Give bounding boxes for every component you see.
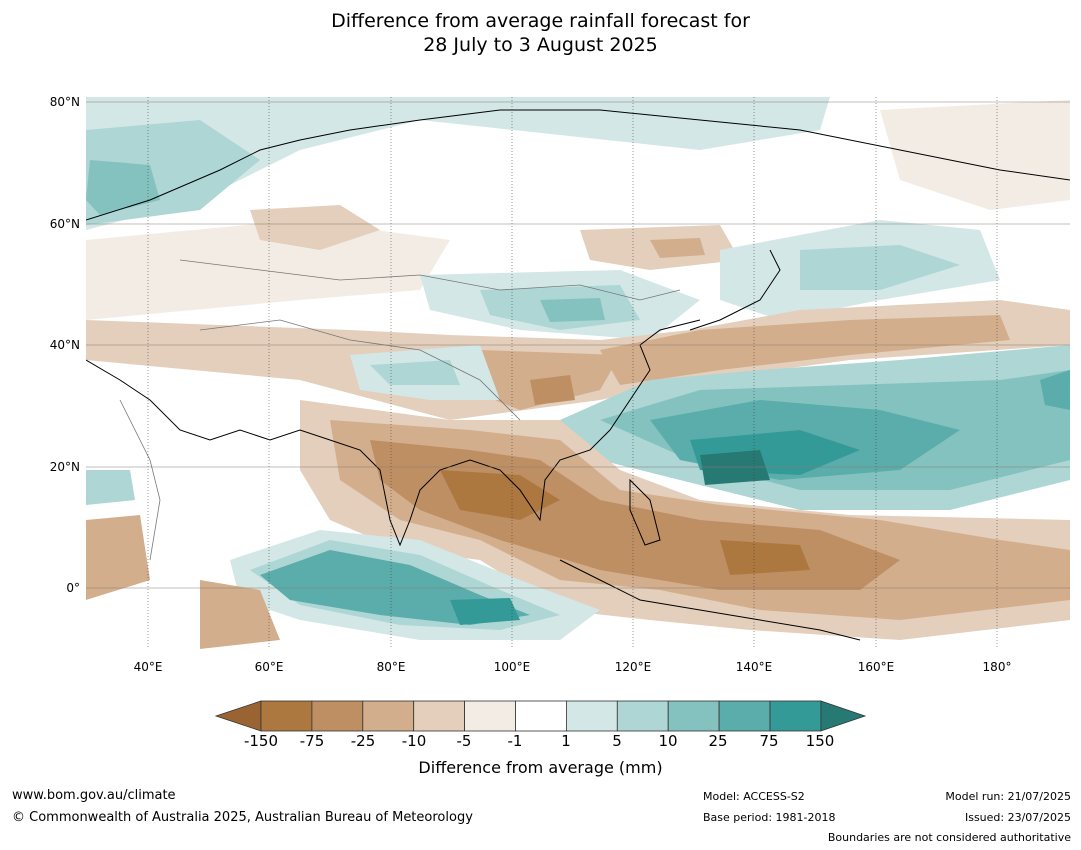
colorbar-tick-label: -75 [299,732,325,750]
colorbar-tick-label: -1 [507,732,523,750]
footer-model: Model: ACCESS-S2 [703,790,805,803]
colorbar-tick-label: 10 [658,732,678,750]
colorbar-swatch [566,700,618,732]
lon-label-80e: 80°E [376,660,406,674]
lat-label-80n: 80°N [49,95,80,109]
colorbar-swatch [464,700,516,732]
colorbar-swatch [413,700,466,732]
footer-boundaries-note: Boundaries are not considered authoritat… [827,831,1071,844]
colorbar-arrow-low [214,700,262,732]
colorbar-tick-label: 75 [759,732,779,750]
lon-label-60e: 60°E [254,660,284,674]
footer-copyright: © Commonwealth of Australia 2025, Austra… [12,810,473,825]
colorbar-swatch [362,700,415,732]
anomaly-field [86,97,1070,649]
colorbar-swatch [667,700,720,732]
colorbar-tick-label: -5 [456,732,472,750]
lon-label-180: 180° [982,660,1012,674]
rainfall-anomaly-map [86,97,1070,649]
lon-label-120e: 120°E [614,660,652,674]
lat-label-40n: 40°N [49,338,80,352]
map-title-line-2: 28 July to 3 August 2025 [423,34,658,56]
colorbar-swatch [718,700,771,732]
lat-label-20n: 20°N [49,460,80,474]
colorbar-tick-label: 5 [612,732,622,750]
lon-label-160e: 160°E [857,660,895,674]
lon-label-40e: 40°E [133,660,163,674]
colorbar-tick-label: 25 [708,732,728,750]
colorbar-swatch [769,700,822,732]
footer-issued: Issued: 23/07/2025 [964,811,1071,824]
graticule [147,97,998,649]
colorbar-swatch [515,700,567,732]
footer-url: www.bom.gov.au/climate [12,788,176,803]
colorbar-title: Difference from average (mm) [418,758,663,777]
footer-model-run: Model run: 21/07/2025 [945,790,1071,803]
lon-label-100e: 100°E [493,660,531,674]
colorbar-tick-label: -10 [401,732,427,750]
colorbar-tick-label: -25 [350,732,376,750]
footer-base-period: Base period: 1981-2018 [703,811,836,824]
latitude-lines [86,101,1070,589]
colorbar-tick-label: 150 [805,732,835,750]
lat-label-60n: 60°N [49,217,80,231]
colorbar-swatch [311,700,364,732]
colorbar-swatch [260,700,313,732]
colorbar-tick-label: 1 [561,732,571,750]
map-title-line-1: Difference from average rainfall forecas… [331,10,750,32]
colorbar-tick-label: -150 [243,732,279,750]
colorbar-swatch [616,700,669,732]
colorbar-arrow-high [820,700,867,732]
lon-label-140e: 140°E [735,660,773,674]
lat-label-0: 0° [66,581,80,595]
